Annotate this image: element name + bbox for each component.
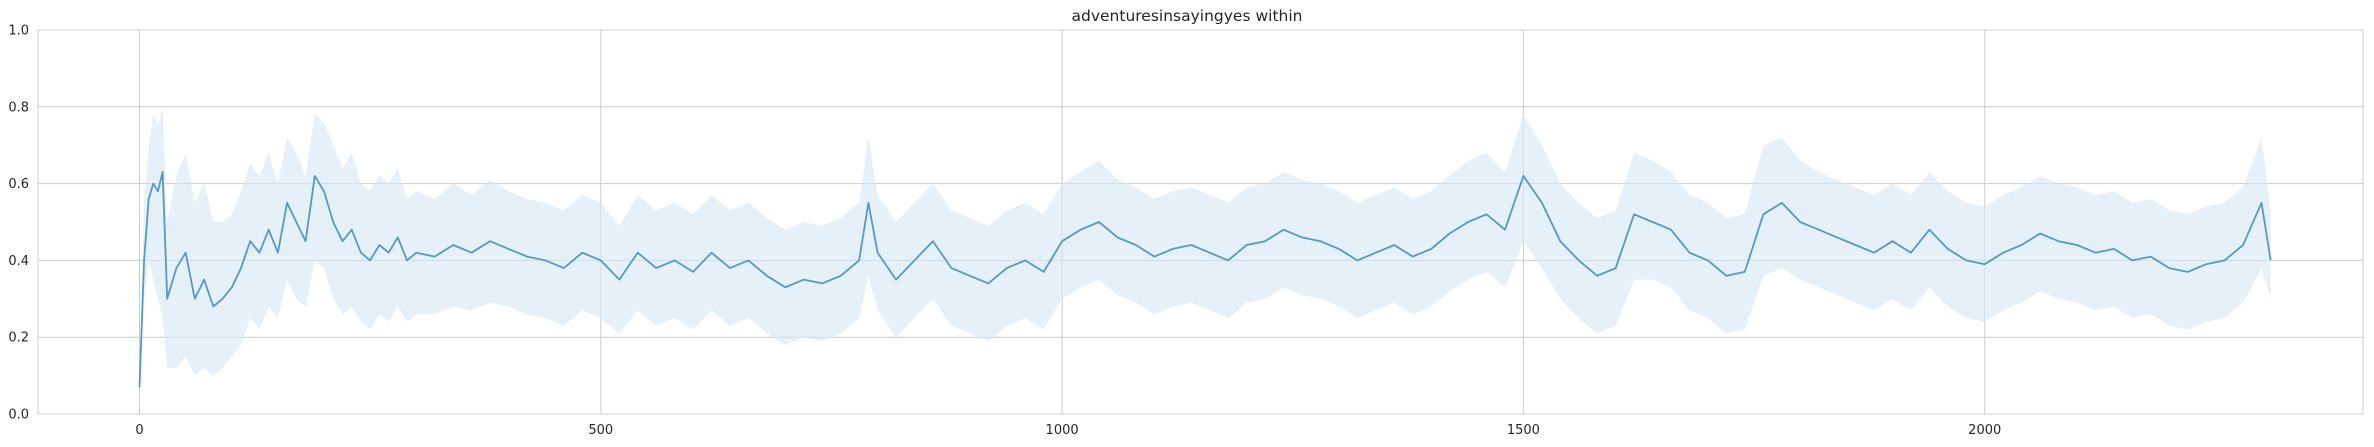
plot-frame — [37, 29, 2364, 415]
series-line — [138, 171, 2272, 388]
y-tick-label: 0.4 — [8, 254, 29, 269]
x-axis-ticks: 0 500 1000 1500 2000 — [135, 423, 2001, 438]
y-tick-label: 0.0 — [8, 408, 29, 423]
x-tick-label: 2000 — [1968, 423, 2001, 438]
x-tick-label: 1500 — [1507, 423, 1540, 438]
y-tick-label: 1.0 — [8, 24, 29, 39]
y-tick-label: 0.2 — [8, 331, 29, 346]
x-tick-label: 500 — [588, 423, 613, 438]
plot-border — [37, 29, 2364, 415]
x-tick-label: 0 — [135, 423, 143, 438]
data-series — [138, 171, 2272, 388]
y-axis-ticks: 0.0 0.2 0.4 0.6 0.8 1.0 — [8, 24, 29, 423]
y-tick-label: 0.8 — [8, 100, 29, 115]
chart-title: adventuresinsayingyes within — [1072, 7, 1303, 25]
y-tick-label: 0.6 — [8, 177, 29, 192]
x-tick-label: 1000 — [1046, 423, 1079, 438]
